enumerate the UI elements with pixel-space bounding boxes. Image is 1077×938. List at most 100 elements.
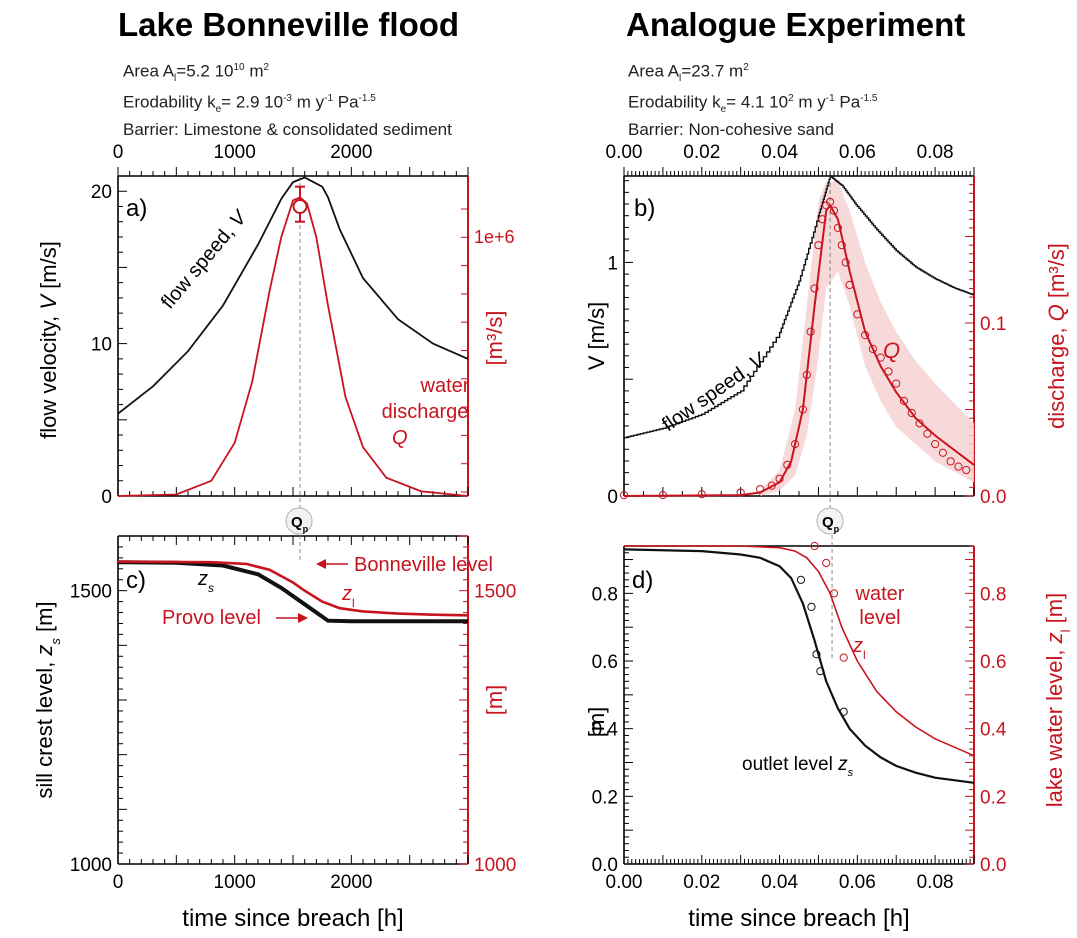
panel-d-x-tick-label: 0.00	[606, 872, 643, 893]
panel-c-right-label: [m]	[482, 685, 507, 716]
panel-b-left-tick-label: 1	[607, 253, 618, 274]
panel-b-discharge-point	[938, 448, 947, 457]
panel-d-outlet-line	[623, 548, 975, 784]
panel-d-left-tick-label: 0.2	[592, 787, 618, 808]
panel-a-y-label: flow velocity, V [m/s]	[36, 241, 61, 439]
qp-label: Qp	[291, 514, 309, 534]
panel-b-discharge-point	[697, 490, 706, 499]
panel-c-y-label: sill crest level, zs [m]	[32, 601, 63, 798]
panel-a-flow-speed-line	[117, 176, 469, 415]
panel-b-top-tick-label: 0.00	[606, 142, 643, 163]
panel-b-discharge-point	[845, 280, 854, 290]
panel-c-letter: c)	[126, 567, 146, 594]
panel-d-x-tick-label: 0.08	[917, 872, 954, 893]
panel-d-right-label: lake water level, zl [m]	[1042, 593, 1073, 807]
panel-a-top-tick-label: 0	[113, 142, 124, 163]
panel-d-right-tick-label: 0.6	[980, 652, 1006, 673]
left-erodability-line: Erodability ke= 2.9 10-3 m y-1 Pa-1.5	[123, 92, 376, 116]
panel-b-discharge-point	[915, 419, 924, 428]
panel-d-water-annotation: water	[855, 583, 905, 605]
panel-b-discharge-point	[806, 327, 815, 336]
panel-d-outlet-point	[839, 707, 848, 716]
panel-b-discharge-point	[767, 481, 776, 490]
panel-a-right-label: [m³/s]	[482, 311, 507, 366]
right-area-line: Area Al=23.7 m2	[628, 61, 749, 85]
left-barrier-line: Barrier: Limestone & consolidated sedime…	[123, 120, 452, 140]
panel-b-discharge-point	[923, 429, 932, 438]
panel-b-discharge-point	[837, 241, 846, 250]
panel-a-top-tick-label: 1000	[214, 142, 256, 163]
panel-a-left-tick-label: 0	[101, 487, 112, 508]
panel-d-x-tick-label: 0.06	[839, 872, 876, 893]
panel-c-bonneville-arrowhead	[316, 559, 326, 569]
panel-b-discharge-point	[884, 367, 893, 376]
panel-c-right-tick-label: 1500	[474, 582, 516, 603]
panel-d-right-tick-label: 0.2	[980, 787, 1006, 808]
panel-d-left-tick-label: 0.0	[592, 855, 618, 876]
panel-c-bonneville-label: Bonneville level	[354, 554, 493, 576]
panel-b-right-label: discharge, Q [m³/s]	[1044, 243, 1069, 429]
left-title: Lake Bonneville flood	[118, 6, 460, 43]
panel-b-discharge-point	[962, 465, 971, 475]
panel-c-sill-line	[117, 560, 468, 624]
panel-b-discharge-point	[810, 284, 819, 293]
panel-d-outlet-point	[796, 575, 806, 584]
panel-d-water-point	[839, 653, 848, 662]
panel-b-discharge-point	[833, 223, 842, 232]
panel-d-outlet-point	[807, 602, 816, 611]
panel-a-discharge-line	[117, 196, 469, 497]
panel-b-discharge-point	[798, 405, 807, 414]
panel-c-x-tick-label: 0	[113, 872, 124, 893]
panel-a-peak-marker	[292, 198, 308, 214]
panel-d-letter: d)	[632, 567, 653, 594]
panel-b-discharge-point	[826, 197, 835, 207]
panel-d-right-tick-label: 0.8	[980, 584, 1006, 605]
panel-b-discharge-point	[619, 491, 629, 500]
panel-c-zl-label: zl	[341, 583, 355, 610]
panel-a-q-annotation: Q	[392, 427, 408, 449]
panel-d-x-label: time since breach [h]	[688, 905, 909, 932]
panel-b-discharge-point	[892, 379, 901, 388]
panel-b-flow-speed-line	[624, 175, 974, 439]
panel-b-top-tick-label: 0.02	[683, 142, 720, 163]
left-info: Area Al=5.2 1010 m2 Erodability ke= 2.9 …	[123, 58, 452, 140]
panel-b-discharge-point	[868, 344, 877, 354]
panel-b-discharge-point	[775, 474, 784, 483]
panel-d-y-label: [m]	[584, 707, 609, 738]
panel-d-water-point	[822, 558, 831, 568]
panel-d-x-tick-label: 0.04	[761, 872, 798, 893]
panel-c-provo-label: Provo level	[162, 607, 261, 629]
panel-b-discharge-point	[783, 460, 792, 469]
panel-b-discharge-point	[756, 484, 765, 494]
panel-b-discharge-point	[791, 440, 800, 449]
panel-b-letter: b)	[634, 195, 655, 222]
panel-d-left-tick-label: 0.8	[592, 584, 618, 605]
panel-d-outlet-point	[812, 650, 821, 659]
panel-b-discharge-point	[818, 215, 827, 224]
panel-b-right-tick-label: 0.0	[980, 487, 1006, 508]
qp-label: Qp	[822, 514, 840, 534]
panel-c-lake-line	[117, 560, 469, 617]
panel-d-water-point	[829, 589, 839, 598]
panel-d-outlet-annotation: outlet level zs	[742, 754, 854, 779]
panel-a-flow-speed-annotation: flow speed, V	[157, 206, 252, 313]
panel-c-left-tick-label: 1000	[70, 855, 112, 876]
panel-d-right-tick-label: 0.4	[980, 720, 1007, 741]
panel-c-zs-label: zs	[197, 568, 214, 595]
right-barrier-line: Barrier: Non-cohesive sand	[628, 120, 834, 140]
panel-c-right-tick-label: 1000	[474, 855, 516, 876]
panel-a-discharge-annotation: discharge	[382, 401, 469, 423]
panel-b-q-annotation: Q	[883, 338, 900, 363]
panel-b-discharge-point	[899, 396, 909, 405]
panel-b-top-tick-label: 0.04	[761, 142, 798, 163]
panel-b-y-label: V [m/s]	[584, 302, 609, 370]
right-title: Analogue Experiment	[626, 6, 966, 43]
panel-c-left-tick-label: 1500	[70, 582, 112, 603]
right-erodability-line: Erodability ke= 4.1 102 m y-1 Pa-1.5	[628, 92, 878, 116]
panel-a-letter: a)	[126, 195, 147, 222]
panel-c-x-label: time since breach [h]	[182, 905, 403, 932]
panel-b-right-tick-label: 0.1	[980, 314, 1006, 335]
panel-d-zl-annotation: zl	[852, 635, 866, 662]
panel-a-water-annotation: water	[420, 375, 470, 397]
